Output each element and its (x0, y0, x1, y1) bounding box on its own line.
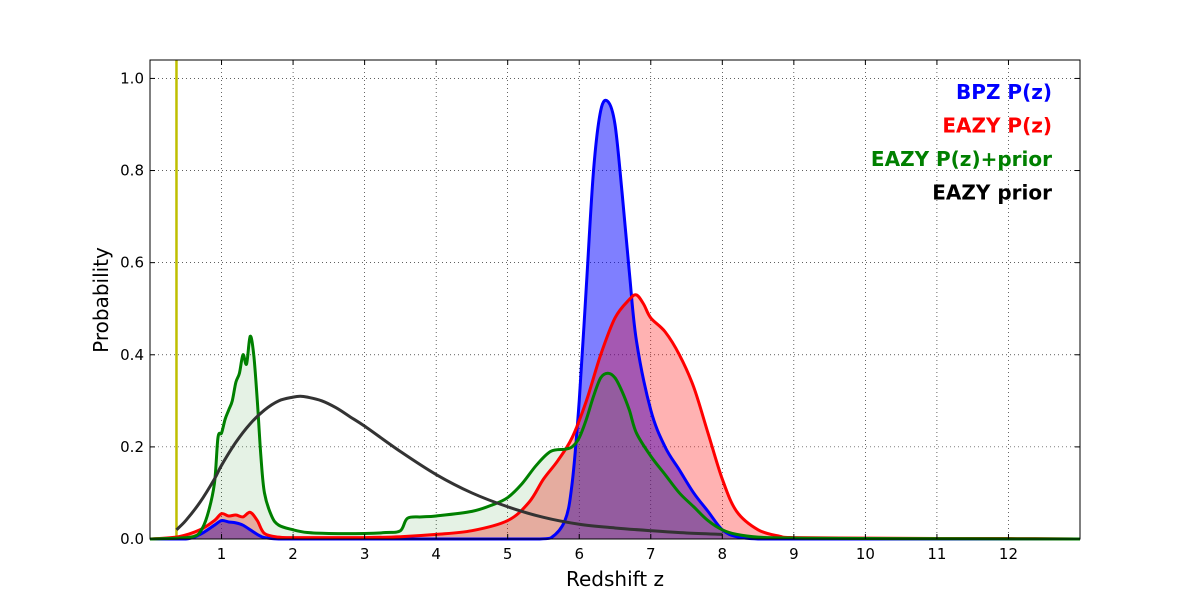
legend: BPZ P(z) EAZY P(z) EAZY P(z)+prior EAZY pri… (871, 80, 1052, 205)
y-tick-label: 1.0 (120, 69, 144, 87)
x-tick-label: 3 (360, 545, 370, 563)
legend-entry-bpz-p-z: BPZ P(z) (956, 80, 1052, 104)
x-tick-label: 7 (646, 545, 656, 563)
y-tick-label: 0.6 (120, 254, 144, 272)
y-tick-label: 0.8 (120, 162, 144, 180)
series-line-eazy-p-z-prior (149, 334, 1081, 541)
y-axis-label: Probability (89, 247, 113, 353)
x-tick-label: 1 (217, 545, 227, 563)
x-axis-label: Redshift z (566, 567, 664, 591)
series-line-eazy-prior (175, 394, 723, 536)
y-tick-label: 0.4 (120, 346, 144, 364)
y-tick-label: 0.2 (120, 438, 144, 456)
plot-frame (149, 59, 1081, 540)
x-tick-label: 2 (288, 545, 298, 563)
y-tick-label: 0.0 (120, 530, 144, 548)
series-line-bpz-p-z (149, 98, 1080, 541)
series-lines (149, 98, 1081, 541)
x-tick-label: 4 (431, 545, 441, 563)
series-fill-eazy-p-z (150, 294, 1080, 539)
x-tick-label: 12 (999, 545, 1018, 563)
series-line-eazy-p-z (149, 293, 1081, 541)
y-axis-ticks: 0.0 0.2 0.4 0.6 0.8 1.0 (120, 69, 1080, 548)
legend-entry-eazy-p-z: EAZY P(z) (942, 114, 1052, 138)
series-fill-eazy-p-z-prior (150, 336, 1080, 539)
x-tick-label: 5 (503, 545, 513, 563)
x-tick-label: 11 (927, 545, 946, 563)
x-tick-label: 8 (718, 545, 728, 563)
legend-entry-eazy-prior: EAZY prior (932, 181, 1052, 205)
x-tick-label: 6 (574, 545, 584, 563)
x-tick-label: 9 (789, 545, 799, 563)
legend-entry-eazy-p-z-prior: EAZY P(z)+prior (871, 147, 1052, 171)
x-tick-label: 10 (856, 545, 875, 563)
x-axis-ticks: 1 2 3 4 5 6 7 8 9 10 11 12 (217, 60, 1018, 563)
